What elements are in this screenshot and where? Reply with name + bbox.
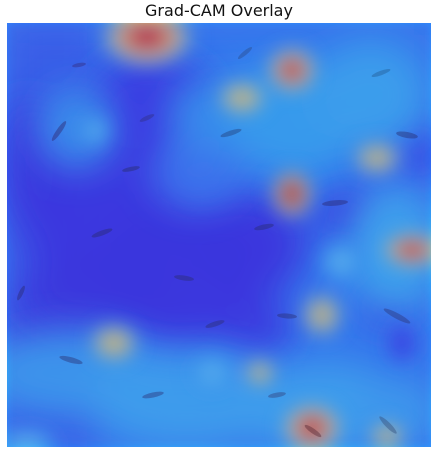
figure-title: Grad-CAM Overlay [145,1,293,20]
gradcam-overlay-image [7,23,431,447]
